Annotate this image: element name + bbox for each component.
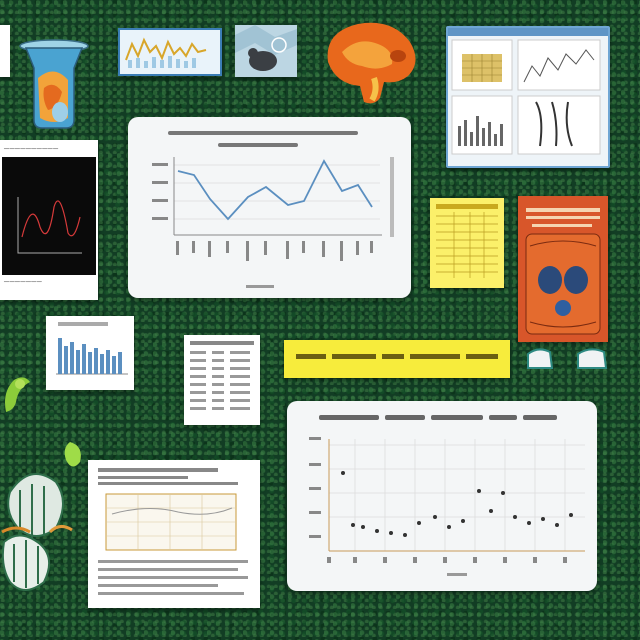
scatter-chart-grid <box>329 439 585 551</box>
dark-plot-footer: ─────── <box>4 279 43 286</box>
dark-plot-card: ────────── ─────── <box>0 140 98 300</box>
dashboard-window <box>446 26 610 168</box>
report-document <box>88 460 260 608</box>
yellow-banner <box>284 340 510 378</box>
scatter-chart-y-ticks <box>309 437 321 538</box>
edge-paper-top-left <box>0 25 10 77</box>
sneakers <box>524 340 614 374</box>
line-chart-y-ticks <box>152 163 168 220</box>
line-chart-side-label <box>390 157 394 237</box>
orange-book-cover <box>518 196 608 342</box>
mouse-icon <box>235 25 297 77</box>
line-chart-card <box>128 117 411 298</box>
beaker-icon <box>10 38 92 130</box>
dark-plot-header: ────────── <box>4 146 59 153</box>
plant-icon <box>0 432 90 600</box>
line-chart-grid <box>174 164 380 220</box>
line-chart-x-label <box>246 285 274 288</box>
leaf-icon <box>0 372 34 416</box>
blue-bar-chart-card <box>46 316 134 390</box>
scatter-chart-x-label <box>447 573 467 576</box>
mini-bar-chart-card <box>118 28 222 76</box>
line-series <box>177 159 373 221</box>
scatter-chart-title <box>319 415 557 420</box>
scatter-chart-x-ticks <box>327 557 567 563</box>
line-chart-x-ticks <box>176 241 373 261</box>
brain-icon <box>318 18 420 110</box>
yellow-data-sheet <box>430 198 504 288</box>
mouse-photo-card <box>235 25 297 77</box>
table-sheet <box>184 335 260 425</box>
line-chart-title <box>168 131 358 147</box>
scatter-points <box>341 471 573 537</box>
scatter-chart-card <box>287 401 597 591</box>
